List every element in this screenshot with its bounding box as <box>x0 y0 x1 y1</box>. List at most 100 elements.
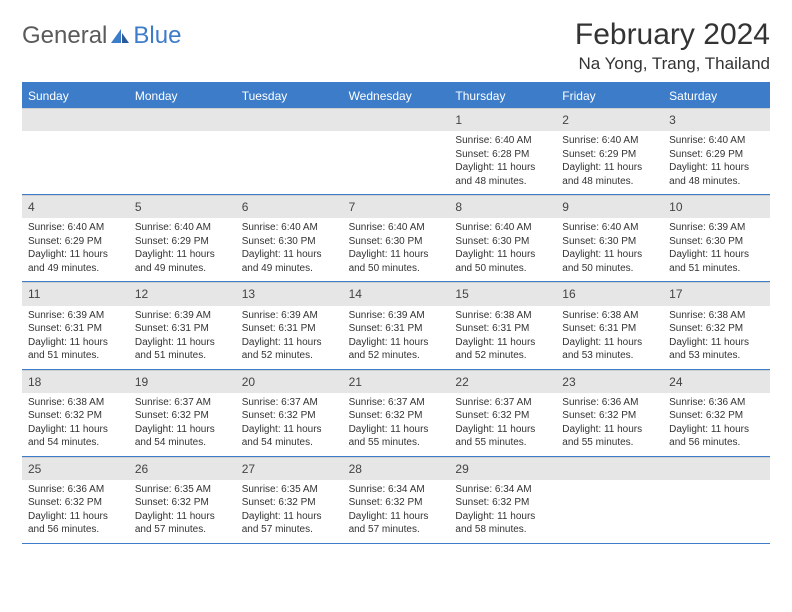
day-daylight2: and 57 minutes. <box>242 523 337 537</box>
day-daylight2: and 54 minutes. <box>28 436 123 450</box>
day-sunrise: Sunrise: 6:38 AM <box>669 309 764 323</box>
day-cell: 28Sunrise: 6:34 AMSunset: 6:32 PMDayligh… <box>343 457 450 543</box>
day-cell: 1Sunrise: 6:40 AMSunset: 6:28 PMDaylight… <box>449 108 556 194</box>
day-daylight1: Daylight: 11 hours <box>28 248 123 262</box>
day-content: Sunrise: 6:39 AMSunset: 6:30 PMDaylight:… <box>663 218 770 281</box>
day-sunrise: Sunrise: 6:40 AM <box>455 221 550 235</box>
day-cell: 2Sunrise: 6:40 AMSunset: 6:29 PMDaylight… <box>556 108 663 194</box>
day-sunrise: Sunrise: 6:39 AM <box>349 309 444 323</box>
day-daylight1: Daylight: 11 hours <box>562 336 657 350</box>
day-daylight2: and 52 minutes. <box>242 349 337 363</box>
day-content: Sunrise: 6:40 AMSunset: 6:29 PMDaylight:… <box>556 131 663 194</box>
day-cell: 12Sunrise: 6:39 AMSunset: 6:31 PMDayligh… <box>129 282 236 368</box>
day-number: 25 <box>22 457 129 480</box>
day-daylight2: and 48 minutes. <box>455 175 550 189</box>
day-number: 8 <box>449 195 556 218</box>
day-sunset: Sunset: 6:31 PM <box>455 322 550 336</box>
day-sunset: Sunset: 6:30 PM <box>242 235 337 249</box>
weekday-header: Tuesday <box>236 84 343 108</box>
day-content: Sunrise: 6:38 AMSunset: 6:32 PMDaylight:… <box>663 306 770 369</box>
day-number: 6 <box>236 195 343 218</box>
day-content: Sunrise: 6:36 AMSunset: 6:32 PMDaylight:… <box>22 480 129 543</box>
day-cell: 21Sunrise: 6:37 AMSunset: 6:32 PMDayligh… <box>343 370 450 456</box>
day-number: 13 <box>236 282 343 305</box>
day-daylight1: Daylight: 11 hours <box>28 510 123 524</box>
day-daylight2: and 48 minutes. <box>669 175 764 189</box>
day-content: Sunrise: 6:36 AMSunset: 6:32 PMDaylight:… <box>556 393 663 456</box>
day-sunrise: Sunrise: 6:35 AM <box>135 483 230 497</box>
day-cell: 25Sunrise: 6:36 AMSunset: 6:32 PMDayligh… <box>22 457 129 543</box>
day-content: Sunrise: 6:40 AMSunset: 6:30 PMDaylight:… <box>343 218 450 281</box>
day-sunrise: Sunrise: 6:40 AM <box>28 221 123 235</box>
day-content: Sunrise: 6:40 AMSunset: 6:28 PMDaylight:… <box>449 131 556 194</box>
day-sunset: Sunset: 6:29 PM <box>562 148 657 162</box>
day-daylight1: Daylight: 11 hours <box>135 423 230 437</box>
day-sunset: Sunset: 6:28 PM <box>455 148 550 162</box>
logo-text-blue: Blue <box>133 22 181 50</box>
day-content: Sunrise: 6:40 AMSunset: 6:30 PMDaylight:… <box>449 218 556 281</box>
day-content: Sunrise: 6:40 AMSunset: 6:29 PMDaylight:… <box>129 218 236 281</box>
day-sunrise: Sunrise: 6:40 AM <box>242 221 337 235</box>
day-sunset: Sunset: 6:32 PM <box>562 409 657 423</box>
day-daylight1: Daylight: 11 hours <box>135 336 230 350</box>
day-sunset: Sunset: 6:32 PM <box>669 322 764 336</box>
day-daylight1: Daylight: 11 hours <box>455 510 550 524</box>
weekday-header: Saturday <box>663 84 770 108</box>
day-sunrise: Sunrise: 6:36 AM <box>28 483 123 497</box>
day-content: Sunrise: 6:38 AMSunset: 6:31 PMDaylight:… <box>449 306 556 369</box>
day-daylight1: Daylight: 11 hours <box>242 423 337 437</box>
day-sunrise: Sunrise: 6:38 AM <box>562 309 657 323</box>
day-daylight1: Daylight: 11 hours <box>349 510 444 524</box>
day-content: Sunrise: 6:40 AMSunset: 6:29 PMDaylight:… <box>663 131 770 194</box>
day-number: 24 <box>663 370 770 393</box>
day-content: Sunrise: 6:38 AMSunset: 6:32 PMDaylight:… <box>22 393 129 456</box>
day-number: 22 <box>449 370 556 393</box>
day-cell: . <box>556 457 663 543</box>
day-daylight2: and 49 minutes. <box>242 262 337 276</box>
day-sunrise: Sunrise: 6:40 AM <box>455 134 550 148</box>
day-sunset: Sunset: 6:32 PM <box>455 409 550 423</box>
day-sunrise: Sunrise: 6:34 AM <box>349 483 444 497</box>
day-content: Sunrise: 6:40 AMSunset: 6:30 PMDaylight:… <box>236 218 343 281</box>
day-daylight1: Daylight: 11 hours <box>28 336 123 350</box>
day-cell: . <box>129 108 236 194</box>
day-daylight2: and 51 minutes. <box>669 262 764 276</box>
day-sunset: Sunset: 6:30 PM <box>349 235 444 249</box>
day-sunrise: Sunrise: 6:38 AM <box>455 309 550 323</box>
day-daylight1: Daylight: 11 hours <box>669 161 764 175</box>
day-content: Sunrise: 6:37 AMSunset: 6:32 PMDaylight:… <box>129 393 236 456</box>
day-daylight1: Daylight: 11 hours <box>242 248 337 262</box>
day-daylight1: Daylight: 11 hours <box>349 248 444 262</box>
day-daylight2: and 54 minutes. <box>242 436 337 450</box>
day-sunrise: Sunrise: 6:39 AM <box>135 309 230 323</box>
day-cell: 19Sunrise: 6:37 AMSunset: 6:32 PMDayligh… <box>129 370 236 456</box>
day-daylight1: Daylight: 11 hours <box>455 161 550 175</box>
day-cell: 13Sunrise: 6:39 AMSunset: 6:31 PMDayligh… <box>236 282 343 368</box>
day-cell: 5Sunrise: 6:40 AMSunset: 6:29 PMDaylight… <box>129 195 236 281</box>
day-daylight2: and 53 minutes. <box>562 349 657 363</box>
day-number: 11 <box>22 282 129 305</box>
day-cell: 26Sunrise: 6:35 AMSunset: 6:32 PMDayligh… <box>129 457 236 543</box>
weekday-header: Wednesday <box>343 84 450 108</box>
logo-text-general: General <box>22 22 107 50</box>
day-sunrise: Sunrise: 6:39 AM <box>242 309 337 323</box>
week-row: 25Sunrise: 6:36 AMSunset: 6:32 PMDayligh… <box>22 457 770 544</box>
day-number: 20 <box>236 370 343 393</box>
day-daylight2: and 54 minutes. <box>135 436 230 450</box>
day-daylight1: Daylight: 11 hours <box>669 336 764 350</box>
day-sunset: Sunset: 6:31 PM <box>242 322 337 336</box>
day-cell: 9Sunrise: 6:40 AMSunset: 6:30 PMDaylight… <box>556 195 663 281</box>
day-number: 19 <box>129 370 236 393</box>
day-sunset: Sunset: 6:32 PM <box>28 409 123 423</box>
day-daylight2: and 51 minutes. <box>28 349 123 363</box>
day-sunset: Sunset: 6:31 PM <box>349 322 444 336</box>
day-sunset: Sunset: 6:30 PM <box>455 235 550 249</box>
day-number: 1 <box>449 108 556 131</box>
day-daylight1: Daylight: 11 hours <box>349 423 444 437</box>
day-cell: 22Sunrise: 6:37 AMSunset: 6:32 PMDayligh… <box>449 370 556 456</box>
day-daylight2: and 58 minutes. <box>455 523 550 537</box>
day-cell: 14Sunrise: 6:39 AMSunset: 6:31 PMDayligh… <box>343 282 450 368</box>
day-cell: 6Sunrise: 6:40 AMSunset: 6:30 PMDaylight… <box>236 195 343 281</box>
day-content: Sunrise: 6:39 AMSunset: 6:31 PMDaylight:… <box>129 306 236 369</box>
day-sunrise: Sunrise: 6:36 AM <box>562 396 657 410</box>
